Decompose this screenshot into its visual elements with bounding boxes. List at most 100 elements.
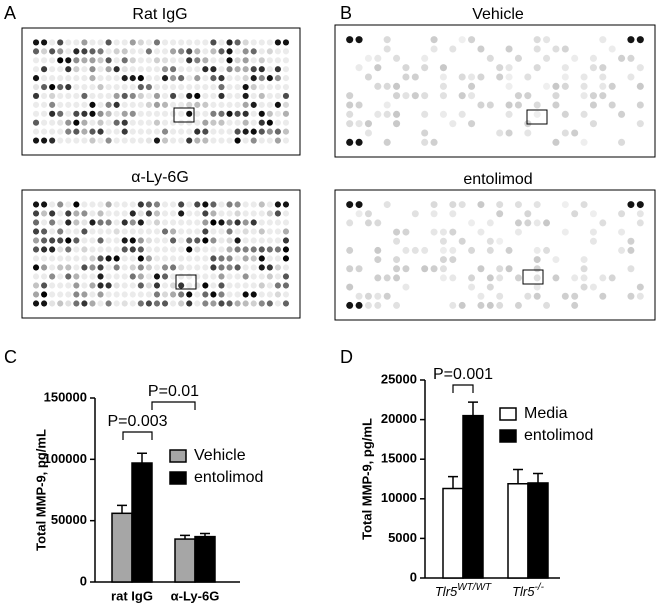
blot-spot — [599, 219, 607, 227]
blot-spot — [65, 137, 72, 144]
blot-spot — [242, 137, 249, 144]
blot-spot — [449, 246, 457, 254]
blot-spot — [627, 54, 635, 62]
blot-spot — [121, 137, 128, 144]
blot-spot — [57, 57, 64, 64]
blot-spot — [234, 291, 241, 298]
blot-spot — [210, 110, 217, 117]
blot-spot — [514, 274, 522, 282]
blot-spot — [153, 300, 161, 307]
blot-spot — [266, 201, 273, 208]
blot-spot — [364, 301, 372, 309]
blot-spot — [258, 210, 265, 217]
blot-spot — [234, 101, 241, 108]
blot-spot — [266, 92, 273, 100]
blot-spot — [105, 201, 112, 208]
blot-spot — [178, 300, 185, 307]
blot-spot — [449, 45, 457, 53]
blot-spot — [194, 264, 201, 271]
blot-spot — [250, 137, 257, 144]
blot-spot — [202, 282, 209, 289]
blot-spot — [202, 237, 209, 244]
blot-spot — [468, 120, 476, 128]
blot-spot — [355, 120, 363, 128]
blot-spot — [81, 48, 88, 55]
blot-spot — [533, 219, 541, 227]
blot-spot — [41, 228, 48, 235]
blot-spot — [374, 301, 382, 309]
blot-spot — [374, 64, 382, 72]
blot-spot — [145, 101, 152, 108]
blot-spot — [186, 228, 193, 235]
blot-spot — [393, 110, 401, 118]
blot-spot — [105, 246, 112, 253]
blot-spot — [496, 64, 504, 72]
blot-spot — [355, 292, 363, 300]
blot-spot — [194, 210, 201, 217]
blot-spot — [153, 264, 161, 271]
blot-spot — [274, 219, 281, 226]
blot-spot — [81, 246, 88, 253]
blot-spot — [89, 92, 96, 100]
blot-spot — [113, 264, 120, 271]
blot-spot — [496, 301, 504, 309]
blot-spot — [170, 219, 177, 226]
blot-spot — [97, 282, 104, 289]
x-tick-label: rat IgG — [111, 588, 153, 603]
blot-title: α-Ly-6G — [131, 169, 189, 186]
blot-spot — [627, 36, 635, 44]
blot-spot — [178, 110, 185, 117]
blot-frame — [334, 189, 656, 321]
error-bar — [180, 534, 190, 540]
blot-spot — [73, 128, 80, 135]
blot-spot — [194, 39, 201, 46]
blot-spot — [421, 246, 429, 254]
blot-spot — [49, 201, 56, 208]
blot-spot — [210, 92, 217, 100]
blot-spot — [57, 83, 64, 91]
blot-spot — [73, 246, 80, 253]
p-value: P=0.003 — [107, 413, 167, 430]
blot-spot — [618, 54, 626, 62]
blot-spot — [234, 119, 241, 126]
blot-spot — [599, 64, 607, 72]
blot-spot — [105, 128, 112, 135]
blot-spot — [533, 256, 541, 264]
blot-spot — [89, 48, 96, 55]
blot-spot — [505, 64, 513, 72]
blot-spot — [374, 246, 382, 254]
blot-spot — [145, 110, 152, 117]
blot-spot — [153, 128, 161, 135]
blot-spot — [258, 128, 265, 135]
blot-spot — [202, 255, 209, 262]
blot-spot — [105, 273, 112, 280]
blot-spot — [346, 219, 354, 227]
blot-spot — [636, 283, 644, 291]
blot-spot — [589, 237, 597, 245]
blot-spot — [97, 137, 104, 144]
blot-spot — [170, 101, 177, 108]
blot-spot — [226, 237, 233, 244]
blot-spot — [226, 66, 233, 73]
blot-spot — [81, 66, 88, 73]
blot-spot — [274, 83, 281, 91]
blot-spot — [129, 282, 136, 289]
blot-spot — [129, 57, 136, 64]
blot-spot — [608, 101, 616, 109]
blot-spot — [81, 237, 88, 244]
blot-spot — [402, 265, 410, 273]
blot-spot — [41, 101, 48, 108]
blot-spot — [226, 273, 233, 280]
blot-spot — [226, 48, 233, 55]
blot-spot — [226, 210, 233, 217]
blot-spot — [178, 201, 185, 208]
blot-spot — [153, 210, 161, 217]
blot-spot — [274, 282, 281, 289]
blot-spot — [226, 92, 233, 100]
blot-spot — [242, 237, 249, 244]
blot-spot — [145, 128, 152, 135]
blot-spot — [97, 75, 104, 82]
blot-spot — [186, 39, 193, 46]
blot-frame — [334, 24, 656, 158]
blot-spot — [170, 128, 177, 135]
